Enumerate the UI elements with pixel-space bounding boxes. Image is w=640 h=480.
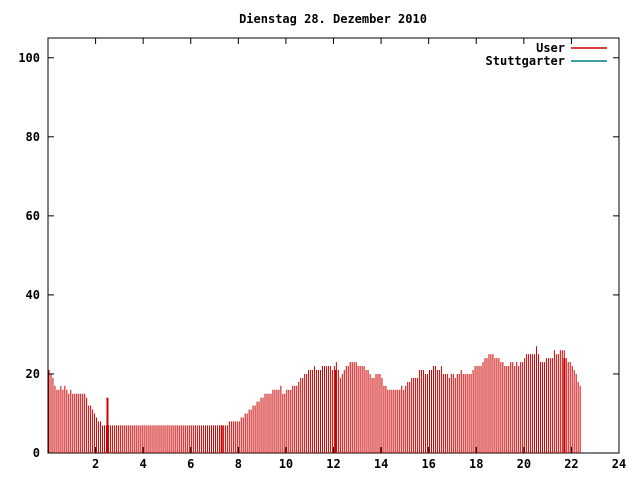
x-tick-label: 16 xyxy=(421,457,435,471)
chart-title: Dienstag 28. Dezember 2010 xyxy=(239,12,427,26)
x-tick-label: 8 xyxy=(235,457,242,471)
y-tick-label: 20 xyxy=(26,367,40,381)
legend-label-user: User xyxy=(536,41,565,55)
plot-frame xyxy=(47,37,620,454)
x-tick-label: 20 xyxy=(517,457,531,471)
legend: User Stuttgarter xyxy=(486,41,607,68)
x-tick-label: 6 xyxy=(187,457,194,471)
y-tick-label: 0 xyxy=(33,446,40,460)
x-tick-label: 4 xyxy=(140,457,147,471)
y-tick-label: 40 xyxy=(26,288,40,302)
x-tick-label: 14 xyxy=(374,457,388,471)
x-tick-label: 18 xyxy=(469,457,483,471)
y-tick-label: 80 xyxy=(26,130,40,144)
x-tick-label: 12 xyxy=(326,457,340,471)
x-tick-label: 24 xyxy=(612,457,626,471)
y-tick-label: 100 xyxy=(18,51,40,65)
legend-label-stuttgarter: Stuttgarter xyxy=(486,54,565,68)
y-tick-label: 60 xyxy=(26,209,40,223)
x-tick-label: 2 xyxy=(92,457,99,471)
x-tick-label: 22 xyxy=(564,457,578,471)
bars-layer xyxy=(48,346,581,453)
x-tick-label: 10 xyxy=(279,457,293,471)
